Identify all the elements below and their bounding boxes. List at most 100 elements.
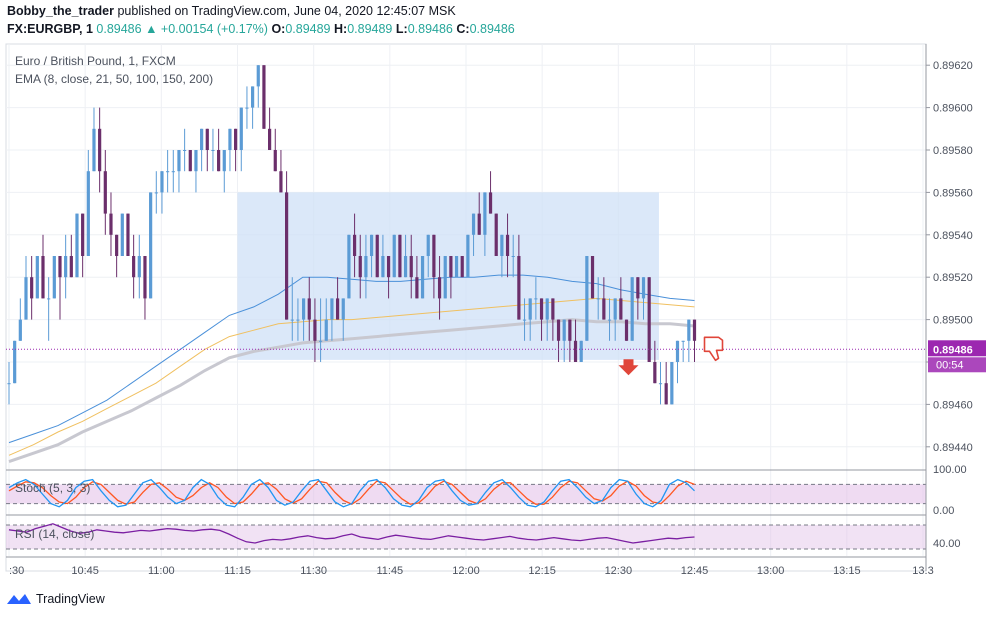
candle[interactable] — [64, 234, 68, 299]
candle[interactable] — [98, 107, 102, 193]
candle-body[interactable] — [262, 65, 266, 129]
candle[interactable] — [234, 128, 238, 172]
candle[interactable] — [160, 171, 164, 214]
candle-body[interactable] — [551, 298, 555, 320]
candle-body[interactable] — [556, 319, 561, 341]
candle-body[interactable] — [217, 150, 221, 172]
candle-body[interactable] — [607, 319, 612, 321]
candle-body[interactable] — [392, 234, 396, 278]
candle-body[interactable] — [290, 319, 294, 321]
candle[interactable] — [664, 362, 668, 405]
candle-body[interactable] — [86, 171, 90, 256]
candle-body[interactable] — [245, 107, 249, 109]
candle[interactable] — [528, 298, 532, 341]
candle[interactable] — [149, 192, 153, 299]
candle-body[interactable] — [596, 298, 600, 300]
candle[interactable] — [432, 234, 436, 299]
candle[interactable] — [35, 256, 39, 299]
candle[interactable] — [551, 298, 555, 341]
candle[interactable] — [324, 298, 328, 341]
candle-body[interactable] — [636, 277, 640, 299]
candle-body[interactable] — [352, 234, 357, 256]
candle[interactable] — [228, 128, 232, 172]
candles[interactable] — [7, 65, 697, 405]
candle-body[interactable] — [653, 362, 657, 384]
candle-body[interactable] — [256, 65, 260, 87]
candle[interactable] — [670, 362, 674, 405]
candle-body[interactable] — [222, 150, 226, 172]
candle-body[interactable] — [687, 319, 691, 341]
candle-body[interactable] — [528, 298, 532, 320]
candle[interactable] — [24, 256, 28, 320]
candle[interactable] — [398, 234, 402, 278]
candle-body[interactable] — [52, 256, 56, 299]
candle[interactable] — [279, 150, 283, 193]
candle[interactable] — [505, 213, 510, 278]
candle-body[interactable] — [126, 213, 130, 256]
candle-body[interactable] — [562, 319, 566, 341]
candle[interactable] — [449, 256, 453, 299]
candle-body[interactable] — [409, 256, 413, 278]
candle-body[interactable] — [268, 128, 272, 150]
candle[interactable] — [613, 298, 617, 341]
candle-body[interactable] — [675, 340, 680, 362]
candle[interactable] — [534, 277, 538, 320]
candle[interactable] — [636, 277, 640, 320]
candle[interactable] — [624, 319, 629, 341]
candle-body[interactable] — [341, 298, 345, 320]
candle-body[interactable] — [483, 192, 487, 235]
candle-body[interactable] — [579, 340, 583, 362]
candle-body[interactable] — [98, 128, 102, 172]
candle[interactable] — [194, 150, 198, 193]
candle[interactable] — [262, 65, 266, 129]
candle[interactable] — [335, 277, 340, 320]
candle[interactable] — [188, 150, 192, 172]
candle-body[interactable] — [211, 150, 215, 151]
candle[interactable] — [619, 277, 623, 320]
candle[interactable] — [590, 256, 595, 299]
candle[interactable] — [500, 234, 504, 278]
candle[interactable] — [58, 256, 62, 320]
candle-body[interactable] — [24, 277, 28, 320]
candle[interactable] — [109, 192, 113, 256]
candle[interactable] — [313, 298, 317, 362]
candle[interactable] — [137, 234, 141, 299]
candle[interactable] — [420, 256, 425, 299]
candle[interactable] — [369, 234, 374, 278]
candle[interactable] — [30, 256, 34, 320]
candle-body[interactable] — [30, 277, 34, 299]
candle[interactable] — [132, 234, 136, 299]
candle-body[interactable] — [92, 128, 96, 172]
candle[interactable] — [301, 298, 306, 341]
candle-body[interactable] — [658, 383, 663, 385]
candle-body[interactable] — [115, 234, 119, 256]
candle[interactable] — [647, 277, 651, 362]
candle[interactable] — [92, 107, 96, 172]
candle[interactable] — [585, 256, 589, 341]
candle[interactable] — [41, 234, 45, 299]
candle[interactable] — [381, 234, 385, 278]
candle[interactable] — [426, 234, 430, 278]
candle-body[interactable] — [35, 256, 39, 299]
candle-body[interactable] — [432, 234, 436, 278]
candle[interactable] — [330, 298, 334, 341]
candle[interactable] — [522, 298, 527, 341]
candle[interactable] — [375, 234, 379, 278]
candle-body[interactable] — [47, 298, 51, 300]
candle[interactable] — [222, 150, 226, 193]
candle[interactable] — [494, 213, 498, 256]
candle-body[interactable] — [630, 277, 634, 341]
candle[interactable] — [454, 256, 459, 278]
candle-body[interactable] — [511, 256, 515, 257]
candle[interactable] — [200, 128, 204, 172]
candle-body[interactable] — [375, 234, 379, 278]
candle[interactable] — [687, 319, 691, 362]
candle[interactable] — [556, 319, 561, 362]
candle-body[interactable] — [347, 234, 351, 299]
stoch-legend[interactable]: Stoch (5, 3, 3) — [15, 481, 91, 495]
candle-body[interactable] — [301, 298, 306, 320]
candle[interactable] — [658, 362, 663, 405]
candle[interactable] — [386, 256, 391, 299]
candle-body[interactable] — [64, 256, 68, 278]
candle[interactable] — [466, 234, 470, 278]
